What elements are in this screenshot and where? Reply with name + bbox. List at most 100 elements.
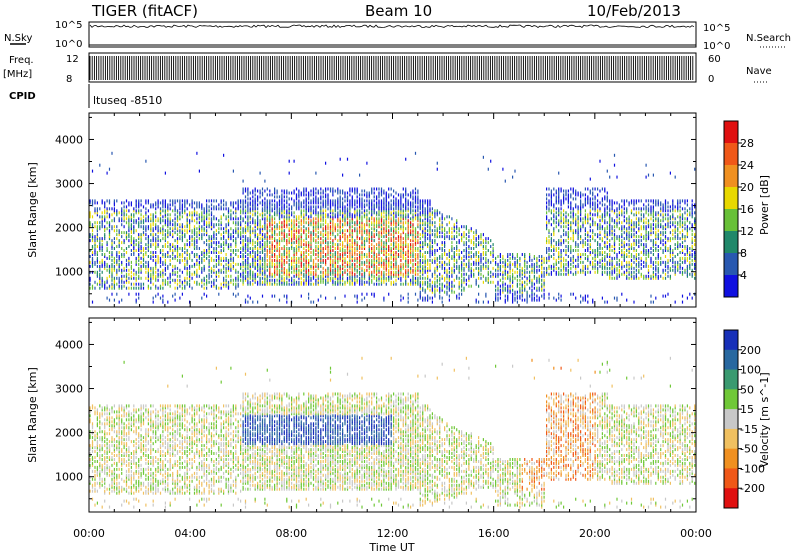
range-cell <box>138 201 140 205</box>
range-cell <box>155 270 157 274</box>
range-cell <box>242 282 244 286</box>
range-cell <box>261 229 264 233</box>
range-cell <box>439 276 441 280</box>
range-cell <box>210 241 213 245</box>
range-cell <box>152 227 154 231</box>
range-cell <box>89 286 91 290</box>
range-cell <box>436 209 438 213</box>
range-cell <box>264 179 266 183</box>
range-cell <box>206 251 208 254</box>
range-cell <box>274 199 276 203</box>
range-cell <box>157 260 159 264</box>
range-cell <box>334 189 336 193</box>
range-cell <box>312 209 315 213</box>
range-cell <box>242 235 244 239</box>
range-cell <box>172 203 174 207</box>
range-cell <box>150 274 152 278</box>
range-cell <box>371 247 373 250</box>
range-cell <box>371 227 373 231</box>
range-cell <box>181 235 183 239</box>
range-cell <box>179 231 181 235</box>
range-cell <box>106 215 108 219</box>
range-cell <box>300 227 302 231</box>
range-cell <box>191 286 193 290</box>
range-cell <box>363 296 366 300</box>
range-cell <box>300 219 302 223</box>
range-cell <box>169 280 171 284</box>
range-cell <box>240 209 242 213</box>
range-cell <box>157 255 159 258</box>
range-cell <box>264 209 266 213</box>
range-cell <box>191 258 193 262</box>
range-cell <box>342 201 344 205</box>
range-cell <box>150 223 152 227</box>
range-cell <box>201 284 203 288</box>
range-cell <box>152 282 154 286</box>
range-cell <box>492 280 494 284</box>
range-cell <box>133 247 135 250</box>
range-cell <box>244 251 247 254</box>
range-cell <box>133 276 135 280</box>
range-cell <box>135 243 137 247</box>
range-cell <box>150 256 152 260</box>
range-cell <box>351 213 353 217</box>
range-cell <box>208 251 210 254</box>
range-cell <box>244 270 247 274</box>
range-cell <box>206 217 208 221</box>
range-cell <box>210 239 213 243</box>
range-cell <box>448 266 450 270</box>
range-cell <box>424 288 426 292</box>
range-cell <box>427 251 429 254</box>
range-cell <box>487 167 489 171</box>
range-cell <box>376 276 378 280</box>
range-cell <box>89 211 91 215</box>
range-cell <box>130 286 132 290</box>
range-cell <box>106 280 108 284</box>
range-cell <box>223 199 225 203</box>
range-cell <box>99 215 101 219</box>
range-cell <box>271 215 273 219</box>
range-cell <box>162 205 164 209</box>
range-cell <box>405 157 407 161</box>
power-data <box>89 151 696 304</box>
range-cell <box>482 251 484 254</box>
range-cell <box>159 270 162 274</box>
range-cell <box>249 191 251 195</box>
range-cell <box>373 282 375 286</box>
range-cell <box>128 209 130 213</box>
range-cell <box>208 249 210 252</box>
range-cell <box>108 284 111 288</box>
range-cell <box>172 278 174 282</box>
range-cell <box>235 270 237 274</box>
range-cell <box>325 219 327 223</box>
range-cell <box>138 276 140 280</box>
range-cell <box>257 251 259 254</box>
range-cell <box>349 270 351 274</box>
range-cell <box>242 201 244 205</box>
range-cell <box>179 253 181 256</box>
range-cell <box>203 211 205 215</box>
range-cell <box>118 255 120 258</box>
range-cell <box>257 247 259 250</box>
range-cell <box>264 247 266 250</box>
range-cell <box>458 276 460 280</box>
range-cell <box>463 231 465 235</box>
range-cell <box>206 207 208 211</box>
range-cell <box>240 235 242 239</box>
range-cell <box>118 211 120 215</box>
range-cell <box>436 161 438 165</box>
range-cell <box>480 241 482 245</box>
range-cell <box>252 239 254 243</box>
range-cell <box>393 207 395 211</box>
range-cell <box>431 239 433 243</box>
range-cell <box>196 231 198 235</box>
range-cell <box>232 266 234 270</box>
range-cell <box>281 189 283 193</box>
range-cell <box>295 223 298 227</box>
range-cell <box>140 239 142 243</box>
range-cell <box>337 251 339 254</box>
range-cell <box>254 193 256 197</box>
range-cell <box>225 243 227 247</box>
range-cell <box>108 201 111 205</box>
range-cell <box>366 264 368 268</box>
